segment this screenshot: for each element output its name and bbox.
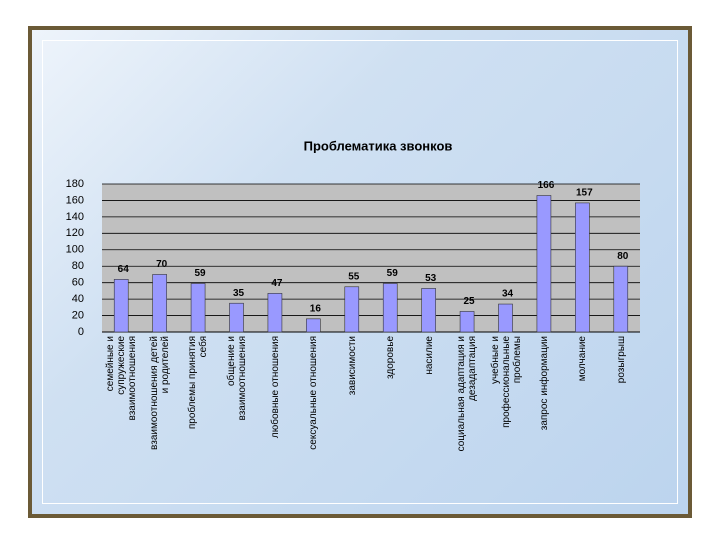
y-tick-label: 100: [66, 244, 84, 256]
bar: [113, 279, 129, 333]
y-tick-label: 0: [78, 326, 84, 338]
value-label: 34: [502, 289, 514, 300]
value-label: 53: [425, 273, 437, 284]
x-tick-label: запрос информации: [538, 336, 550, 431]
value-label: 47: [271, 278, 283, 289]
bar: [575, 202, 590, 333]
x-tick-label: общение и взаимоотношения: [225, 336, 248, 421]
y-tick-label: 140: [66, 211, 84, 223]
value-label: 64: [118, 264, 130, 275]
bar: [382, 283, 398, 333]
x-tick-label: учебные и профессиональные проблемы: [489, 336, 522, 428]
bar: [190, 283, 206, 333]
bar: [229, 302, 244, 333]
y-tick-label: 120: [66, 227, 84, 239]
bar: [344, 286, 360, 333]
bar: [306, 318, 321, 333]
x-tick-label: семейные и супружеские взаимоотношения: [104, 336, 138, 421]
y-tick-label: 80: [72, 260, 84, 272]
value-label: 157: [576, 188, 593, 199]
bar: [267, 293, 283, 333]
x-tick-label: зависимости: [346, 336, 358, 396]
y-tick-label: 180: [66, 178, 84, 190]
x-tick-label: взаимоотношения детей и родителей: [148, 336, 171, 450]
x-tick-label: молчание: [576, 336, 588, 382]
x-tick-label: здоровье: [384, 336, 396, 379]
x-tick-label: розыгрыш: [615, 336, 627, 384]
x-tick-label: насилие: [423, 336, 435, 375]
y-tick-label: 60: [72, 277, 84, 289]
value-label: 166: [538, 180, 555, 191]
value-label: 80: [617, 251, 629, 262]
value-label: 25: [464, 296, 476, 307]
chart-title: Проблематика звонков: [304, 138, 453, 153]
bar: [459, 311, 475, 333]
bar: [536, 195, 552, 333]
y-tick-label: 160: [66, 194, 84, 206]
slide-inner-border: [42, 40, 678, 504]
value-label: 35: [233, 288, 245, 299]
y-tick-label: 20: [72, 309, 84, 321]
value-label: 55: [348, 271, 360, 282]
value-label: 70: [156, 259, 168, 270]
x-tick-label: социальная адаптация и дезадаптация: [456, 336, 479, 452]
bar: [421, 288, 436, 333]
x-tick-label: любовные отношения: [269, 336, 281, 439]
value-label: 16: [310, 303, 322, 314]
x-tick-label: проблемы принятия себя: [187, 336, 210, 430]
value-label: 59: [387, 268, 399, 279]
bar: [613, 265, 629, 333]
bar: [498, 303, 513, 333]
plot-area: [102, 184, 640, 332]
y-tick-label: 40: [72, 293, 84, 305]
value-label: 59: [195, 268, 207, 279]
bar: [152, 274, 167, 333]
x-tick-label: сексуальные отношения: [307, 336, 319, 450]
